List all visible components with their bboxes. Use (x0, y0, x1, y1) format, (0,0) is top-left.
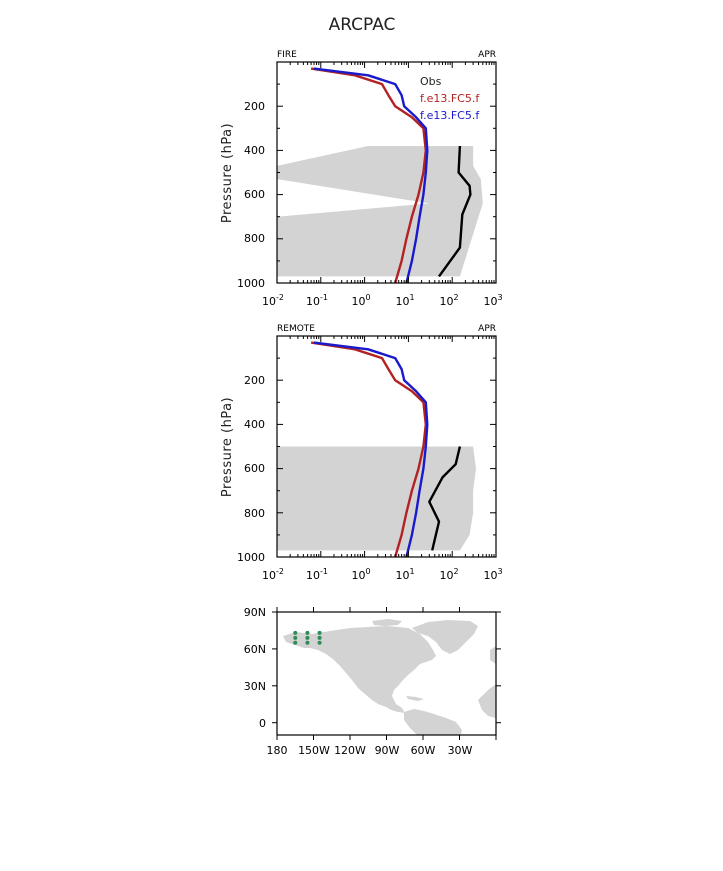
fire-obs-range (277, 146, 483, 277)
site-marker (317, 635, 322, 640)
map-y-tick-60n: 60N (244, 643, 266, 656)
site-marker (305, 635, 310, 640)
fire-x-tick-2: 100 (351, 293, 370, 308)
fire-obs-range-layer (277, 146, 483, 277)
fire-x-tick-1: 10-1 (306, 293, 328, 308)
fire-series-model-2 (313, 67, 429, 284)
fire-x-tick-3: 101 (395, 293, 414, 308)
map-x-tick-180: 180 (267, 744, 288, 757)
map-y-tick-30n: 30N (244, 680, 266, 693)
remote-x-tick-0: 10-2 (262, 567, 284, 582)
greenland-landmass (412, 620, 478, 654)
remote-series-model-2 (313, 341, 429, 558)
site-marker (293, 630, 298, 635)
remote-corner-right: APR (478, 324, 496, 334)
fire-y-tick-400: 400 (244, 144, 265, 157)
europe-landmass (490, 646, 496, 664)
remote-y-tick-800: 800 (244, 507, 265, 520)
fire-y-axis-label: Pressure (hPa) (220, 123, 235, 223)
remote-series-model-1 (310, 341, 427, 558)
site-marker (305, 630, 310, 635)
fire-axis-ticks (276, 62, 497, 284)
fire-y-tick-200: 200 (244, 100, 265, 113)
north-america-landmass (283, 626, 436, 713)
canadian-islands (372, 619, 402, 626)
fire-corner-right: APR (478, 50, 496, 60)
remote-x-tick-1: 10-1 (306, 567, 328, 582)
remote-x-tick-5: 103 (483, 567, 502, 582)
fire-y-tick-600: 600 (244, 188, 265, 201)
map-x-tick-150w: 150W (298, 744, 330, 757)
south-america-landmass (404, 709, 462, 735)
africa-landmass (478, 684, 496, 718)
caribbean-islands (406, 696, 424, 701)
map-axis-ticks (272, 607, 501, 740)
fire-y-tick-800: 800 (244, 232, 265, 245)
figure-title: ARCPAC (329, 15, 396, 35)
remote-corner-left: REMOTE (277, 324, 315, 334)
fire-corner-left: FIRE (277, 50, 297, 60)
remote-y-tick-1000: 1000 (237, 551, 265, 564)
remote-y-axis-label: Pressure (hPa) (220, 397, 235, 497)
remote-y-tick-400: 400 (244, 418, 265, 431)
legend-obs: Obs (420, 75, 442, 88)
site-marker (293, 640, 298, 645)
map-y-tick-0: 0 (259, 717, 266, 730)
fire-x-tick-5: 103 (483, 293, 502, 308)
fire-y-tick-1000: 1000 (237, 277, 265, 290)
remote-y-tick-600: 600 (244, 462, 265, 475)
remote-obs-range-layer (277, 446, 476, 551)
panel-fire: FIRE APR Pressure (hPa) 200 400 600 800 … (220, 50, 503, 308)
site-marker (317, 640, 322, 645)
site-marker (317, 630, 322, 635)
remote-series-layer (310, 341, 462, 558)
remote-y-tick-200: 200 (244, 374, 265, 387)
map-y-tick-90n: 90N (244, 606, 266, 619)
fire-x-tick-0: 10-2 (262, 293, 284, 308)
fire-series-layer (310, 67, 472, 284)
legend-model-1: f.e13.FC5.f (420, 92, 480, 105)
remote-x-tick-2: 100 (351, 567, 370, 582)
panel-map: 90N 60N 30N 0 180 150W 120W 90W 60W 30W (244, 606, 501, 757)
map-x-tick-120w: 120W (334, 744, 366, 757)
fire-x-tick-4: 102 (439, 293, 458, 308)
fire-series-obs (438, 145, 472, 278)
map-land-layer (283, 619, 496, 735)
fire-series-model-1 (310, 67, 427, 284)
site-marker (293, 635, 298, 640)
remote-series-obs (428, 446, 462, 551)
panel-remote: REMOTE APR Pressure (hPa) 200 400 600 80… (220, 324, 503, 582)
map-sites-layer (293, 630, 322, 645)
map-x-tick-90w: 90W (375, 744, 400, 757)
remote-obs-range (277, 446, 476, 551)
map-x-tick-30w: 30W (448, 744, 473, 757)
remote-axis-ticks (276, 336, 497, 558)
site-marker (305, 640, 310, 645)
legend-model-2: f.e13.FC5.f (420, 109, 480, 122)
map-x-tick-60w: 60W (411, 744, 436, 757)
remote-x-tick-4: 102 (439, 567, 458, 582)
remote-x-tick-3: 101 (395, 567, 414, 582)
